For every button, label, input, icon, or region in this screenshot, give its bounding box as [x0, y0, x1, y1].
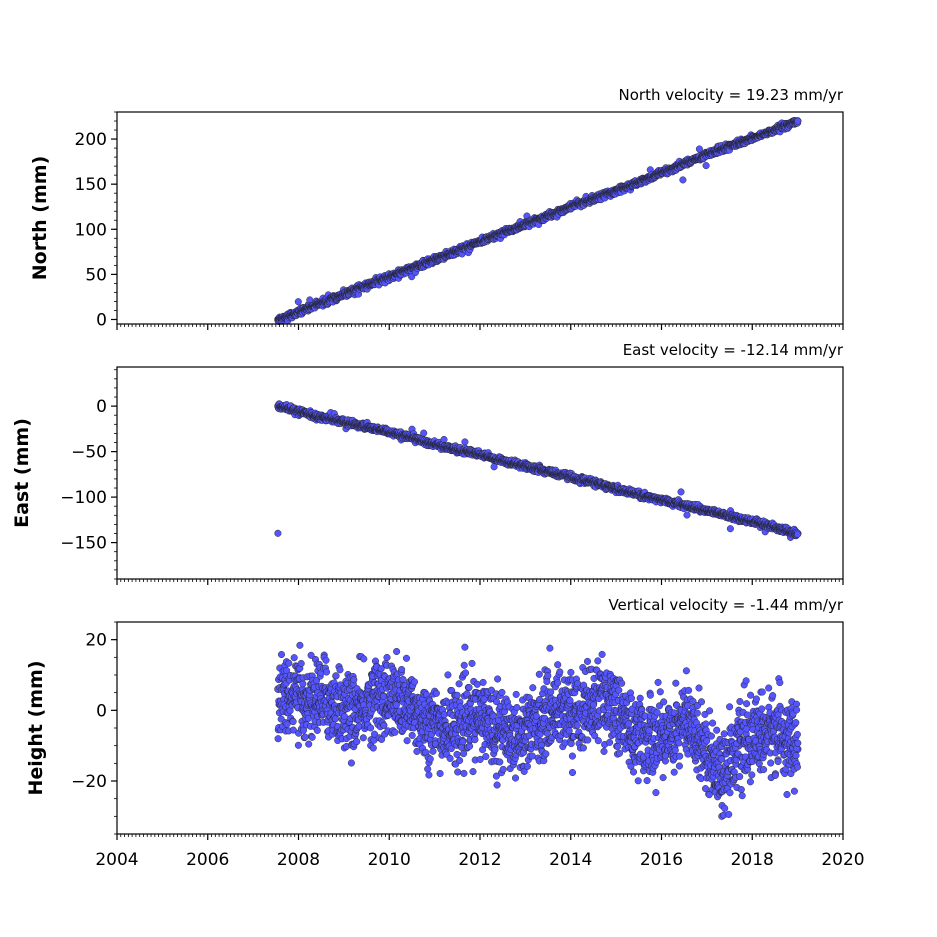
- observation-point: [702, 162, 710, 170]
- height-scatter-points: [274, 641, 802, 820]
- observation-point: [350, 676, 358, 684]
- observation-point: [683, 511, 691, 519]
- observation-point: [285, 659, 293, 667]
- observation-point: [294, 741, 302, 749]
- observation-point: [322, 656, 330, 664]
- observation-point: [461, 438, 469, 446]
- panel-north-title: North velocity = 19.23 mm/yr: [619, 86, 844, 104]
- observation-point: [353, 738, 361, 746]
- north-y-axis-label: North (mm): [29, 156, 51, 281]
- north-y-axis: 0 50 100 150 200: [75, 111, 117, 330]
- observation-point: [794, 117, 802, 125]
- east-x-axis: [116, 579, 844, 585]
- observation-point: [297, 659, 305, 668]
- observation-point: [299, 680, 307, 688]
- observation-point: [332, 672, 340, 680]
- observation-point: [331, 715, 339, 723]
- observation-point: [274, 735, 282, 743]
- observation-point: [301, 733, 309, 741]
- observation-point: [726, 525, 734, 533]
- north-scatter-points: [274, 117, 802, 326]
- y-tick-label: 50: [85, 265, 107, 285]
- y-tick-label: 0: [96, 310, 107, 330]
- observation-point: [440, 435, 448, 444]
- observation-point: [677, 488, 685, 496]
- y-tick-label: −150: [60, 534, 107, 554]
- observation-point: [340, 712, 348, 720]
- y-tick-label: 150: [75, 175, 107, 195]
- east-y-axis-label: East (mm): [11, 418, 33, 528]
- observation-point: [305, 740, 313, 748]
- observation-point: [695, 145, 703, 153]
- panel-height-title: Vertical velocity = -1.44 mm/yr: [608, 596, 843, 614]
- observation-point: [369, 744, 377, 752]
- panel-north: North velocity = 19.23 mm/yr 0 50 100 150 20…: [29, 86, 844, 330]
- panel-height: Vertical velocity = -1.44 mm/yr 200−20 2…: [25, 596, 865, 870]
- observation-point: [294, 298, 302, 306]
- y-tick-label: −100: [60, 488, 107, 508]
- observation-point: [274, 529, 282, 537]
- observation-point: [420, 429, 428, 437]
- y-tick-label: 0: [96, 397, 107, 417]
- y-tick-label: 200: [75, 130, 107, 150]
- observation-point: [360, 655, 368, 663]
- observation-point: [289, 718, 297, 726]
- observation-point: [308, 733, 316, 741]
- observation-point: [296, 641, 304, 649]
- observation-point: [290, 654, 298, 662]
- north-x-axis: [116, 324, 844, 330]
- observation-point: [347, 759, 355, 767]
- observation-point: [322, 668, 331, 676]
- observation-point: [367, 724, 375, 732]
- panel-east: East velocity = -12.14 mm/yr 0 −50 −100 −15…: [11, 341, 844, 585]
- east-y-axis: 0 −50 −100 −150: [60, 369, 117, 580]
- observation-point: [336, 666, 344, 674]
- panel-east-title: East velocity = -12.14 mm/yr: [623, 341, 844, 359]
- y-tick-label: 100: [75, 220, 107, 240]
- east-scatter-points: [274, 400, 802, 541]
- y-tick-label: −50: [71, 443, 107, 463]
- observation-point: [794, 530, 802, 538]
- observation-point: [277, 650, 286, 659]
- observation-point: [313, 726, 321, 734]
- observation-point: [679, 176, 687, 184]
- observation-point: [359, 734, 367, 742]
- panel-east-frame: [116, 366, 844, 580]
